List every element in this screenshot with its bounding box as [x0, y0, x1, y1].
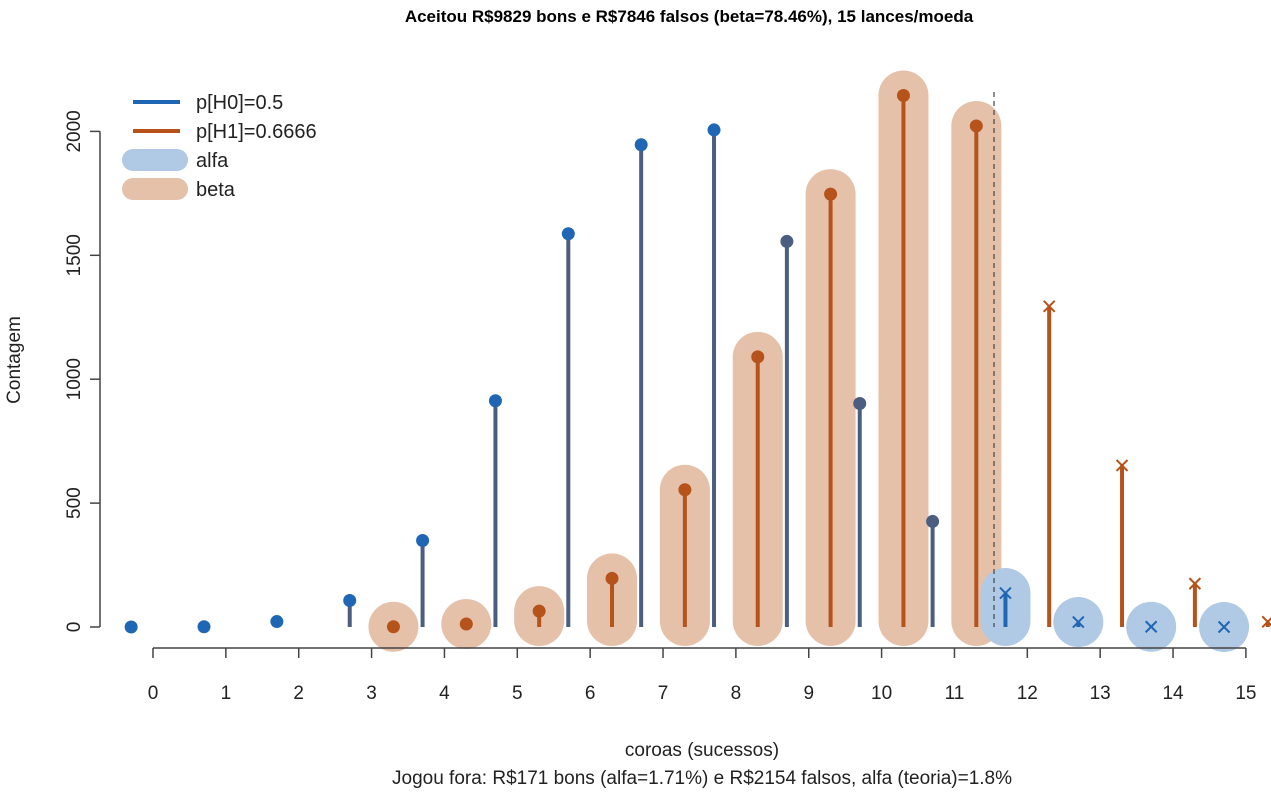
h1-stem-8 — [751, 350, 765, 627]
h0-stem-6 — [561, 227, 575, 627]
h0-stem-8 — [707, 123, 721, 627]
x-axis-label: coroas (sucessos) — [625, 740, 779, 761]
h0-stem-0-point — [124, 620, 138, 634]
stems-layer — [124, 88, 1271, 634]
h0-stem-12-point — [999, 586, 1012, 600]
h1-stem-9 — [824, 187, 838, 627]
h0-stem-2 — [270, 615, 284, 629]
h1-stem-10-point — [896, 88, 910, 102]
h0-stem-15 — [1217, 620, 1231, 634]
h0-stem-13-point — [1072, 615, 1085, 629]
h0-stem-6-point — [561, 227, 575, 241]
x-tick-label-15: 15 — [1235, 683, 1256, 704]
legend-swatch-2 — [122, 149, 188, 171]
h0-stem-4 — [416, 534, 430, 627]
h1-stem-3 — [386, 620, 400, 634]
y-tick-label-1000: 1000 — [64, 358, 85, 400]
x-tick-label-0: 0 — [148, 683, 159, 704]
y-tick-label-0: 0 — [64, 622, 85, 633]
h1-stem-7-point — [678, 483, 692, 497]
x-tick-label-1: 1 — [221, 683, 232, 704]
x-tick-label-11: 11 — [945, 683, 965, 704]
y-axis-label: Contagem — [4, 316, 25, 404]
h1-stem-14-point — [1188, 577, 1202, 590]
h1-stem-12-point — [1042, 300, 1056, 313]
h1-stem-4-point — [459, 617, 473, 631]
x-tick-label-13: 13 — [1090, 683, 1111, 704]
x-tick-label-8: 8 — [731, 683, 742, 704]
h1-stem-11 — [969, 119, 983, 627]
h0-stem-7-point — [634, 138, 648, 152]
h1-stem-13-point — [1115, 459, 1129, 472]
h0-stem-10 — [853, 396, 867, 627]
h0-stem-15-point — [1217, 620, 1231, 634]
h1-stem-12 — [1042, 300, 1056, 627]
legend-swatch-3 — [122, 178, 188, 200]
h0-stem-9-point — [780, 234, 794, 248]
h0-stem-10-point — [853, 396, 867, 410]
h0-stem-9 — [780, 234, 794, 627]
h1-stem-3-point — [386, 620, 400, 634]
h1-stem-15-point — [1261, 615, 1271, 629]
y-tick-label-500: 500 — [64, 487, 85, 519]
h0-stem-14 — [1144, 620, 1158, 633]
legend-label-2: alfa — [196, 150, 229, 172]
h1-stem-9-point — [824, 187, 838, 201]
x-tick-label-6: 6 — [585, 683, 596, 704]
h1-stem-8-point — [751, 350, 765, 364]
h1-stem-4 — [459, 617, 473, 631]
chart-title: Aceitou R$9829 bons e R$7846 falsos (bet… — [405, 7, 974, 26]
h1-stem-14 — [1188, 577, 1202, 627]
y-tick-label-1500: 1500 — [64, 234, 85, 276]
legend-label-3: beta — [196, 179, 236, 201]
x-tick-label-7: 7 — [658, 683, 669, 704]
h1-stem-7 — [678, 483, 692, 627]
h1-stem-13 — [1115, 459, 1129, 627]
h0-stem-1 — [197, 620, 211, 634]
h0-stem-1-point — [197, 620, 211, 634]
x-tick-label-10: 10 — [871, 683, 892, 704]
x-tick-label-4: 4 — [439, 683, 450, 704]
h0-stem-2-point — [270, 615, 284, 629]
y-tick-label-2000: 2000 — [64, 110, 85, 152]
legend-label-0: p[H0]=0.5 — [196, 92, 283, 114]
h0-stem-12 — [999, 586, 1012, 627]
x-tick-label-3: 3 — [366, 683, 377, 704]
x-tick-label-9: 9 — [803, 683, 814, 704]
h1-stem-6-point — [605, 571, 619, 585]
h1-stem-11-point — [969, 119, 983, 133]
h0-stem-5-point — [488, 394, 502, 408]
h1-stem-5-point — [532, 604, 546, 618]
legend: p[H0]=0.5 p[H1]=0.6666 alfa beta — [122, 92, 317, 201]
h1-stem-6 — [605, 571, 619, 627]
h0-stem-3-point — [343, 593, 357, 607]
h0-stem-11 — [926, 514, 940, 627]
h0-stem-11-point — [926, 514, 940, 528]
h1-stem-5 — [532, 604, 546, 627]
h0-stem-8-point — [707, 123, 721, 137]
x-tick-label-12: 12 — [1017, 683, 1038, 704]
legend-label-1: p[H1]=0.6666 — [196, 121, 317, 143]
h0-stem-3 — [343, 593, 357, 627]
x-tick-label-14: 14 — [1162, 683, 1184, 704]
h0-stem-7 — [634, 138, 648, 627]
h0-stem-5 — [488, 394, 502, 627]
chart-subtitle: Jogou fora: R$171 bons (alfa=1.71%) e R$… — [392, 768, 1012, 789]
x-tick-label-2: 2 — [293, 683, 304, 704]
h0-stem-14-point — [1144, 620, 1158, 633]
h0-stem-4-point — [416, 534, 430, 548]
x-tick-label-5: 5 — [512, 683, 523, 704]
h0-stem-13 — [1072, 615, 1085, 629]
bands-layer — [368, 70, 1250, 652]
h1-stem-15 — [1261, 615, 1271, 629]
h1-stem-10 — [896, 88, 910, 627]
h0-stem-0 — [124, 620, 138, 634]
